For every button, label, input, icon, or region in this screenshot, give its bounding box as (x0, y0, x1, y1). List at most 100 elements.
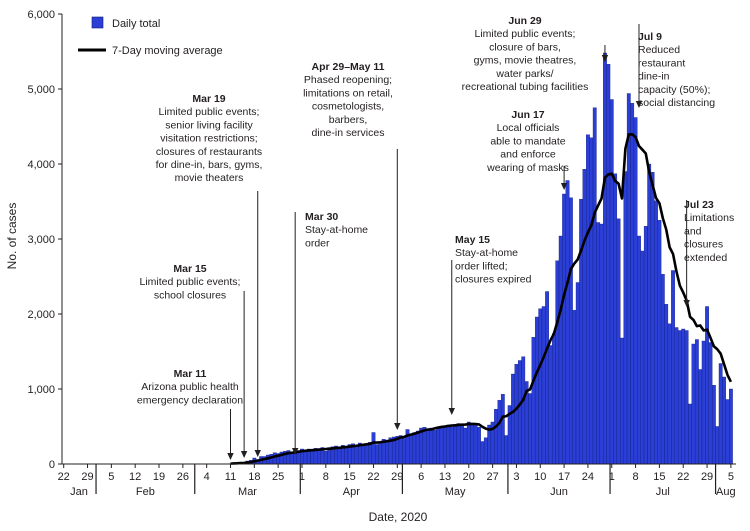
month-label: Jan (70, 486, 88, 498)
annotation-text: Reduced (638, 44, 680, 56)
annotation-date: Mar 11 (174, 368, 207, 380)
daily-bar (466, 421, 471, 465)
legend: Daily total 7-Day moving average (78, 16, 223, 57)
annotation-text: school closures (154, 289, 226, 301)
y-tick-label: 5,000 (27, 84, 55, 96)
daily-bar (664, 304, 669, 465)
month-label: Jun (550, 486, 568, 498)
x-tick-label: 4 (204, 471, 210, 483)
daily-bar (480, 441, 485, 465)
daily-bar (729, 388, 733, 465)
daily-bar (691, 343, 696, 465)
annotation: Jun 17 Local officials able to mandate and … (486, 109, 569, 190)
daily-bar (562, 193, 566, 465)
daily-bar (643, 226, 648, 465)
annotation-text: and enforce (500, 149, 556, 161)
y-axis-title: No. of cases (5, 203, 19, 270)
month-label: Apr (343, 486, 360, 498)
daily-bar (269, 454, 274, 465)
daily-bar (589, 137, 594, 465)
annotation-text: Stay-at-home (305, 224, 368, 236)
daily-bar (470, 424, 475, 465)
daily-bar (654, 200, 658, 465)
annotation-text: senior living facility (165, 119, 253, 131)
annotation-text: Limited public events; (140, 276, 241, 288)
x-tick-label: 6 (418, 471, 424, 483)
daily-bar (599, 223, 604, 465)
daily-bar (432, 430, 437, 465)
daily-bar (684, 330, 689, 465)
daily-bar (637, 235, 641, 465)
x-tick-label: 8 (323, 471, 329, 483)
daily-bar (552, 333, 556, 465)
daily-bar (385, 439, 389, 465)
daily-bar (426, 428, 430, 465)
daily-bar (630, 103, 635, 465)
x-tick-label: 26 (177, 471, 189, 483)
daily-bar (592, 107, 597, 465)
annotation: Mar 15 Limited public events; school closu… (140, 263, 248, 458)
daily-bar (483, 437, 488, 465)
daily-bar (500, 394, 505, 465)
y-tick-label: 0 (49, 459, 55, 471)
x-tick-label: 8 (633, 471, 639, 483)
annotation: Apr 29–May 11 Phased reopening; limitation… (303, 61, 401, 430)
daily-bar (640, 250, 645, 465)
annotation: Jul 23 Limitations and closures extended (683, 199, 734, 307)
x-tick-label: 29 (391, 471, 403, 483)
daily-bar (310, 450, 315, 465)
annotations: Mar 11 Arizona public health emergency dec… (137, 15, 734, 460)
daily-bar (623, 171, 628, 465)
daily-bar (715, 426, 720, 465)
daily-bar (398, 435, 403, 465)
annotation-text: Local officials (497, 122, 560, 134)
daily-bar (323, 451, 328, 465)
annotation-arrowhead (635, 101, 643, 108)
x-tick-label: 15 (653, 471, 665, 483)
daily-bar (521, 356, 526, 465)
daily-bar (657, 220, 662, 465)
daily-bar (548, 345, 553, 465)
annotation-text: Limited public events; (475, 28, 576, 40)
y-tick-label: 6,000 (27, 9, 55, 21)
x-tick-label: 29 (701, 471, 713, 483)
y-tick-label: 2,000 (27, 309, 55, 321)
annotation-text: restaurant (638, 57, 685, 69)
annotation-arrowhead (394, 423, 401, 430)
x-tick-label: 20 (463, 471, 475, 483)
daily-bar (439, 427, 444, 465)
annotation: Mar 30 Stay-at-home order (291, 211, 368, 455)
annotation-text: movie theaters (175, 172, 244, 184)
annotation-text: able to mandate (490, 135, 565, 147)
x-tick-label: 25 (272, 471, 284, 483)
daily-bar (534, 316, 539, 465)
annotation-text: social distancing (638, 97, 715, 109)
x-tick-label: 5 (108, 471, 114, 483)
x-tick-label: 24 (582, 471, 594, 483)
daily-bar (272, 452, 277, 465)
daily-bar (626, 93, 631, 465)
month-label: Mar (238, 486, 257, 498)
daily-bar (317, 448, 321, 465)
x-tick-label: 1 (299, 471, 305, 483)
daily-bar (586, 134, 590, 465)
annotation-text: closures (684, 239, 723, 251)
y-tick-label: 1,000 (27, 384, 55, 396)
daily-bar (429, 427, 434, 465)
daily-bar (681, 328, 686, 465)
daily-bar (633, 117, 638, 465)
x-tick-label: 5 (728, 471, 734, 483)
daily-bar (409, 434, 413, 465)
x-tick-label: 15 (344, 471, 356, 483)
annotation-date: Mar 19 (192, 93, 225, 105)
annotation-text: dine-in services (312, 127, 385, 139)
x-axis-title: Date, 2020 (369, 510, 428, 524)
annotation-arrowhead (683, 300, 690, 307)
legend-label-line: 7-Day moving average (112, 45, 223, 57)
daily-bar (374, 444, 379, 465)
annotation: Jul 9 Reduced restaurant dine-in capacity (5… (635, 24, 715, 109)
daily-bar (725, 399, 730, 465)
annotation-arrowhead (560, 183, 568, 190)
annotation-arrowhead (291, 448, 299, 455)
